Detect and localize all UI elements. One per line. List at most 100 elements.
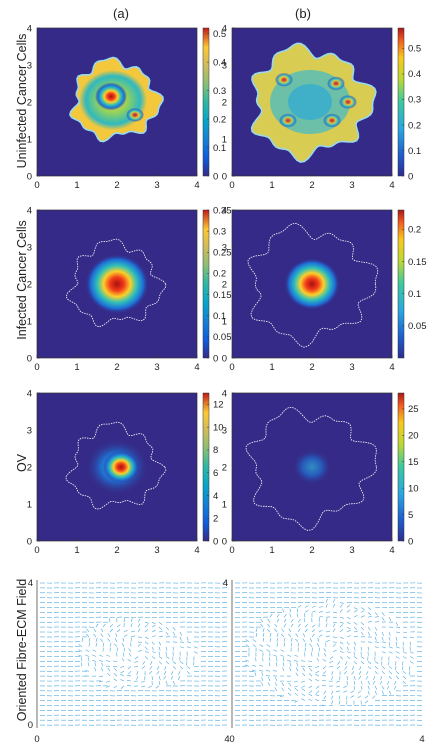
fibre-arrow [346, 676, 348, 681]
fibre-arrow [301, 693, 306, 696]
fibre-arrow [81, 637, 84, 642]
x-tick-label: 4 [389, 180, 394, 191]
fibre-arrow [109, 628, 113, 633]
fibre-arrow [297, 619, 302, 623]
fibre-arrow [367, 661, 372, 665]
fibre-arrow [193, 661, 195, 666]
fibre-arrow [107, 672, 111, 677]
x-tick-label: 0 [34, 180, 39, 191]
fibre-arrow [308, 693, 313, 696]
fibre-arrow [364, 700, 369, 704]
fibre-arrow [101, 662, 104, 667]
fibre-arrow [409, 636, 414, 639]
fibre-arrow [273, 654, 278, 657]
x-tick-label: 3 [154, 362, 159, 373]
fibre-arrow [126, 685, 132, 687]
fibre-arrow [367, 607, 372, 611]
x-tick-label: 3 [154, 180, 159, 191]
tumour-hotspot-1 [275, 72, 293, 87]
column-label-b: (b) [295, 6, 311, 21]
row-label-1: Uninfected Cancer Cells [15, 34, 29, 169]
colorbar [397, 27, 405, 177]
fibre-arrow [409, 666, 411, 671]
colorbar-tick-label: 0 [213, 353, 218, 364]
fibre-arrow [379, 680, 383, 685]
fibre-arrow [311, 610, 316, 613]
fibre-arrow [295, 638, 299, 643]
fibre-arrow [329, 666, 334, 668]
fibre-arrow [367, 615, 372, 618]
fibre-arrow [102, 642, 105, 647]
x-tick-label: 2 [114, 180, 119, 191]
fibre-arrow [346, 604, 351, 608]
colorbar-tick-label: 0.3 [408, 95, 421, 106]
fibre-arrow [302, 672, 306, 677]
x-tick-label: 4 [419, 734, 424, 745]
fibre-arrow [260, 618, 264, 623]
fibre-arrow [127, 680, 132, 682]
fibre-arrow [155, 685, 160, 689]
fibre-arrow [274, 687, 278, 691]
fibre-arrow [289, 613, 292, 618]
fibre-arrow [332, 641, 337, 643]
fibre-arrow [172, 666, 177, 670]
fibre-arrow [395, 656, 400, 659]
fibre-arrow [193, 651, 198, 654]
x-tick-label: 4 [389, 362, 394, 373]
fibre-arrow [338, 695, 341, 700]
fibre-arrow [165, 680, 168, 685]
fibre-arrow [353, 685, 355, 690]
colorbar [202, 27, 210, 177]
colorbar-tick-label: 12 [213, 400, 224, 411]
fibre-arrow [387, 680, 390, 685]
fibre-arrow [367, 626, 371, 631]
fibre-arrow [281, 628, 285, 633]
fibre-arrow [339, 629, 344, 633]
fibre-arrow [381, 631, 384, 636]
panel-b-fibre: 0 44 [223, 578, 425, 745]
fibre-arrow [339, 624, 344, 628]
fibre-arrow [252, 669, 257, 672]
colorbar-tick-label: 0.5 [408, 44, 421, 55]
fibre-arrow [339, 656, 344, 660]
fibre-arrow [337, 661, 341, 665]
fibre-arrow [315, 670, 320, 674]
fibre-arrow [318, 629, 323, 633]
fibre-arrow [94, 667, 97, 672]
fibre-arrow [262, 628, 265, 633]
fibre-arrow [353, 676, 356, 680]
fibre-arrow [346, 656, 351, 660]
fibre-arrow [98, 675, 104, 677]
fibre-arrow [158, 680, 161, 685]
fibre-arrow [92, 660, 97, 662]
fibre-arrow [323, 695, 327, 700]
fibre-arrow [351, 671, 355, 675]
fibre-arrow [295, 672, 299, 677]
fibre-arrow [99, 680, 104, 683]
fibre-arrow [267, 682, 271, 687]
fibre-arrow [339, 641, 344, 645]
fibre-arrow [172, 661, 177, 665]
fibre-arrow [339, 621, 344, 624]
fibre-arrow [88, 657, 90, 662]
x-tick-label: 3 [349, 180, 354, 191]
fibre-arrow [268, 677, 271, 682]
fibre-arrow [259, 649, 264, 652]
fibre-arrow [374, 621, 380, 623]
fibre-arrow [394, 680, 397, 685]
fibre-arrow [294, 700, 299, 703]
fibre-arrow [137, 643, 142, 647]
fibre-arrow [331, 695, 334, 700]
tumour-hotspot-5 [339, 95, 357, 109]
fibre-arrow [381, 646, 386, 649]
fibre-arrow [172, 646, 175, 651]
fibre-arrow [395, 666, 397, 671]
fibre-arrow [276, 633, 279, 637]
x-tick-label: 4 [194, 180, 199, 191]
fibre-arrow [360, 607, 365, 610]
fibre-arrow [179, 661, 184, 665]
fibre-arrow [294, 680, 299, 683]
fibre-arrow [343, 685, 348, 688]
fibre-arrow [315, 690, 320, 694]
